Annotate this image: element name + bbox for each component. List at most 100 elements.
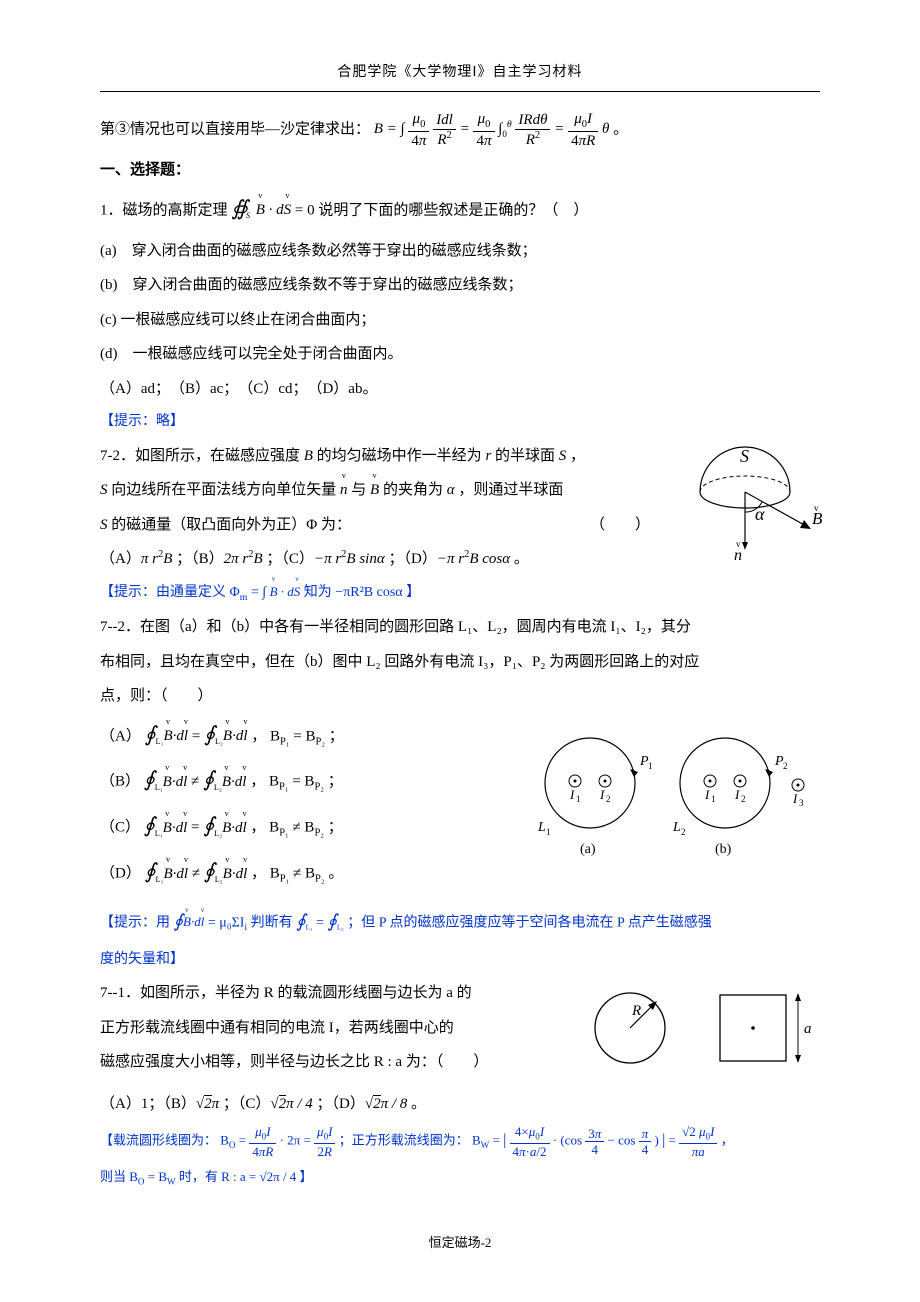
q7d2-A: （A） ∮L₁B·dl = ∮L₂B·dl ， BP₁ = BP₂ ； (100, 717, 820, 757)
t: = (316, 915, 327, 930)
t: ， B (250, 774, 279, 790)
t: ， B (251, 866, 280, 882)
t: = (192, 728, 204, 744)
q7d1-hint2: 则当 BO = BW 时，有 R : a = √2π / 4 】 (100, 1165, 820, 1191)
q1-stem: 1．磁场的高斯定理 ∯S B · dS = 0 说明了下面的哪些叙述是正确的？（… (100, 191, 820, 231)
q72-line3: S 的磁通量（取凸面向外为正）Φ 为： （ ） (100, 511, 820, 540)
q1-opt-b: (b) 穿入闭合曲面的磁感应线条数不等于穿出的磁感应线条数； (100, 271, 820, 300)
t: P₂ (316, 736, 326, 747)
t: （A） (100, 728, 141, 744)
intro-prefix: 第③情况也可以直接用毕—沙定律求出： (100, 121, 370, 137)
q7d1-l3: 磁感应强度大小相等，则半径与边长之比 R : a 为：（ ） (100, 1048, 820, 1077)
t: 与 (351, 482, 370, 498)
t: 时，有 R : a = √2π / 4 】 (179, 1169, 313, 1184)
t: P₁ (280, 874, 290, 885)
t: ， (721, 1133, 734, 1148)
q1-integral: ∯S B · dS (231, 202, 295, 218)
t: 则当 B (100, 1169, 138, 1184)
header-rule (100, 91, 820, 92)
q7d1-opts: （A）1；（B）√2π ；（C）√2π / 4 ；（D）√2π / 8 。 (100, 1090, 820, 1119)
t: （A） (100, 551, 141, 567)
q7d2-hint2: 度的矢量和】 (100, 947, 820, 974)
t: · (cos (553, 1133, 582, 1148)
t: （D） (100, 866, 141, 882)
t: = (191, 820, 203, 836)
q7d1-l1: 7--1．如图所示，半径为 R 的载流圆形线圈与边长为 a 的 (100, 979, 820, 1008)
q7d2-C: （C） ∮L₁B·dl = ∮L₂B·dl ， BP₁ ≠ BP₂ ； (100, 808, 820, 848)
q72-line2: S 向边线所在平面法线方向单位矢量 n 与 B 的夹角为 α ，则通过半球面 (100, 476, 820, 505)
t: ；（C） (266, 551, 314, 567)
t: ≠ B (292, 820, 314, 836)
t: P₁ (279, 828, 289, 839)
q1-rhs: = 0 说明了下面的哪些叙述是正确的？（ ） (295, 202, 588, 218)
q7d1-l2: 正方形载流线圈中通有相同的电流 I，若两线圈中心的 (100, 1014, 820, 1043)
t: = (669, 1133, 680, 1148)
t: ；但 P 点的磁感应强度应等于空间各电流在 P 点产生磁感强 (347, 915, 712, 930)
q7d2-B: （B） ∮L₁B·dl ≠ ∮L₂B·dl ， BP₁ = BP₂ ； (100, 762, 820, 802)
t: 【载流圆形线圈为： B (100, 1133, 229, 1148)
t: = B (292, 774, 314, 790)
t: （B） (100, 774, 140, 790)
intro-end: 。 (613, 121, 628, 137)
t: P₁ (280, 736, 290, 747)
q72-line1: 7-2．如图所示，在磁感应强度 B 的均匀磁场中作一半经为 r 的半球面 S ， (100, 442, 820, 471)
t: 的磁通量（取凸面向外为正）Φ 为： (111, 517, 351, 533)
q7d2-l1: 7--2．在图（a）和（b）中各有一半径相同的圆形回路 L₁、L₂，圆周内有电流… (100, 613, 820, 642)
q72-hint: 【提示：由通量定义 Φm = ∫ B · dS 知为 −πR²B cosα 】 (100, 580, 820, 607)
t: = B (293, 728, 315, 744)
t: ≠ (191, 774, 203, 790)
t: 向边线所在平面法线方向单位矢量 (111, 482, 340, 498)
t: P₂ (314, 828, 324, 839)
t: 知为 −πR²B cosα 】 (304, 585, 420, 600)
page-header: 合肥学院《大学物理Ⅰ》自主学习材料 (100, 60, 820, 87)
t: ， (570, 448, 585, 464)
t: 的均匀磁场中作一半经为 (317, 448, 486, 464)
t: O (229, 1140, 236, 1150)
t: ，则通过半球面 (458, 482, 563, 498)
t: − cos (608, 1133, 636, 1148)
t: 7-2．如图所示，在磁感应强度 (100, 448, 304, 464)
q7d2-hint1: 【提示：用 ∮B·dl = μ₀ΣIi 判断有 ∮L₁ = ∮L₂ ；但 P 点… (100, 906, 820, 941)
t: O (138, 1177, 145, 1187)
t: = μ₀ΣI (208, 915, 245, 930)
t: ；（D） (388, 551, 436, 567)
q7d2-l3: 点，则：（ ） (100, 682, 820, 711)
t: 的半球面 (495, 448, 559, 464)
t: ； (328, 774, 343, 790)
q1-prefix: 1．磁场的高斯定理 (100, 202, 231, 218)
t: W (167, 1177, 176, 1187)
q7d2-D: （D） ∮L₁B·dl ≠ ∮L₂B·dl ， BP₁ ≠ BP₂ 。 (100, 854, 820, 894)
t: 。 (514, 551, 529, 567)
t: = B (148, 1169, 167, 1184)
section-1-title: 一、选择题： (100, 156, 820, 185)
t: = (492, 1133, 503, 1148)
page-footer: 恒定磁场-2 (100, 1231, 820, 1256)
t: 【提示：用 (100, 915, 174, 930)
t: ， B (250, 820, 279, 836)
t: P₂ (314, 782, 324, 793)
t: m (240, 591, 248, 602)
t: = ∫ (251, 585, 266, 600)
t: W (481, 1140, 490, 1150)
q1-opt-d: (d) 一根磁感应线可以完全处于闭合曲面内。 (100, 340, 820, 369)
t: ， B (251, 728, 280, 744)
t: i (244, 922, 247, 933)
t: = (239, 1133, 250, 1148)
q72-paren: （ ） (590, 511, 650, 540)
t: ； (328, 820, 343, 836)
q72-options: （A）π r2B ；（B）2π r2B ；（C）−π r2B sinα ；（D）… (100, 545, 820, 574)
t: ≠ B (293, 866, 315, 882)
t: ；（B） (176, 551, 224, 567)
intro-formula: B = ∫ μ04π IdlR2 = μ04π ∫0θ IRdθR2 = μ0I… (374, 121, 613, 137)
t: 【提示：由通量定义 Φ (100, 585, 240, 600)
t: 的夹角为 (383, 482, 447, 498)
t: ；正方形载流线圈为： B (339, 1133, 481, 1148)
t: ≠ (192, 866, 204, 882)
t: P₁ (279, 782, 289, 793)
t: · 2π = (280, 1133, 314, 1148)
t: 判断有 (251, 915, 297, 930)
t: ) (654, 1133, 658, 1148)
q1-opt-a: (a) 穿入闭合曲面的磁感应线条数必然等于穿出的磁感应线条数； (100, 237, 820, 266)
q1-choices: （A）ad； （B）ac； （C）cd； （D）ab。 (100, 375, 820, 404)
t: （C） (100, 820, 140, 836)
